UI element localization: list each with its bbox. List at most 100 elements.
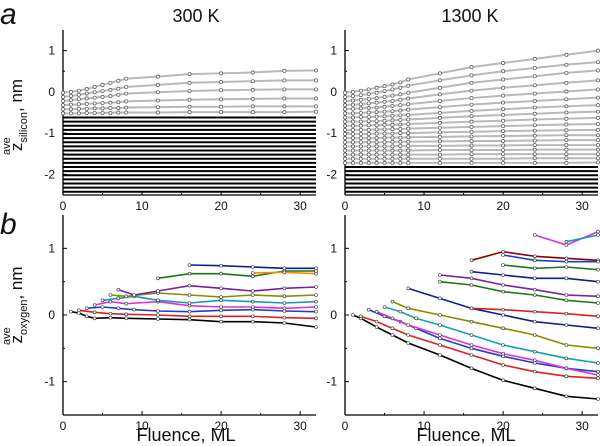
data-point [390, 148, 395, 153]
panel-label-b: b [0, 208, 17, 241]
data-point [398, 80, 403, 85]
data-point [564, 128, 569, 133]
data-point [564, 356, 569, 361]
data-point [596, 369, 600, 374]
data-point [314, 87, 318, 92]
data-point [374, 127, 379, 132]
data-point [187, 271, 192, 276]
data-point [532, 386, 537, 391]
data-point [596, 152, 600, 157]
data-point [61, 111, 65, 116]
column-title-1300k: 1300 K [441, 6, 498, 26]
data-point [219, 286, 223, 291]
data-point [282, 294, 287, 299]
data-point [564, 239, 569, 244]
data-point [366, 123, 371, 128]
data-point [437, 85, 442, 90]
data-point [437, 160, 442, 165]
y-label-b-unit: , nm [7, 266, 26, 299]
data-point [596, 233, 600, 237]
data-point [438, 323, 442, 327]
data-point [358, 97, 363, 102]
data-point [438, 336, 442, 341]
data-point [469, 148, 474, 152]
data-point [406, 286, 411, 291]
data-point [358, 115, 363, 119]
data-point [382, 127, 387, 132]
data-point [390, 131, 395, 136]
y-tick-label: 0 [330, 85, 337, 99]
data-point [156, 317, 160, 321]
data-point [398, 122, 403, 127]
data-point [314, 104, 318, 109]
data-point [156, 313, 160, 317]
data-point [564, 104, 569, 109]
data-point [219, 80, 224, 84]
data-point [564, 298, 569, 303]
data-point [390, 87, 395, 92]
data-point [437, 156, 442, 161]
data-point [350, 115, 355, 120]
data-point [116, 106, 121, 110]
data-point [469, 80, 474, 85]
data-point [382, 114, 387, 119]
data-point [219, 314, 223, 319]
x-tick-label: 0 [342, 419, 349, 433]
data-point [398, 139, 403, 144]
data-point [77, 308, 81, 313]
data-point [187, 80, 192, 85]
data-point [596, 373, 600, 377]
data-point [366, 131, 371, 136]
data-point [282, 315, 287, 320]
data-point [219, 71, 224, 76]
data-point [350, 160, 355, 165]
data-point [398, 143, 403, 148]
data-point [366, 110, 371, 115]
data-point [406, 135, 411, 140]
data-point [358, 102, 363, 107]
y-axis-label-silicon: zsilicon, nm ave [1, 79, 30, 155]
data-point [501, 69, 506, 74]
data-point [532, 319, 537, 324]
data-point [314, 325, 318, 329]
data-point [406, 148, 411, 153]
x-tick-label: 30 [294, 199, 308, 213]
chart-b-1300K: 0 10 20 30 -1 0 1 [326, 215, 600, 433]
data-point [366, 140, 371, 145]
data-point [187, 314, 192, 319]
data-point [596, 361, 600, 365]
data-point [532, 74, 537, 79]
data-point [406, 323, 411, 327]
data-point [390, 135, 395, 140]
data-point [596, 346, 600, 351]
data-point [406, 96, 411, 101]
data-point [398, 127, 403, 131]
data-point [76, 88, 81, 93]
oxygen-series [439, 274, 599, 298]
chart-a-1300K: 0 10 20 30 -2 -1 0 1 [326, 30, 600, 213]
data-point [350, 156, 355, 161]
data-point [155, 74, 160, 79]
data-point [219, 271, 223, 276]
data-point [438, 353, 442, 357]
data-point [406, 341, 411, 345]
data-point [596, 78, 600, 83]
y-tick-label: -2 [326, 167, 337, 181]
data-point [382, 152, 387, 157]
data-point [501, 307, 505, 312]
x-tick-label: 10 [417, 419, 431, 433]
x-tick-label: 0 [342, 199, 349, 213]
data-point [61, 107, 65, 112]
data-point [532, 143, 537, 148]
data-point [501, 77, 506, 82]
data-point [358, 127, 363, 132]
data-point [532, 156, 537, 161]
data-point [76, 92, 81, 97]
data-point [124, 316, 129, 321]
data-point [501, 249, 505, 254]
data-point [596, 87, 600, 92]
data-point [437, 92, 442, 97]
data-point [350, 127, 355, 132]
data-point [564, 138, 569, 143]
data-point [501, 152, 506, 157]
